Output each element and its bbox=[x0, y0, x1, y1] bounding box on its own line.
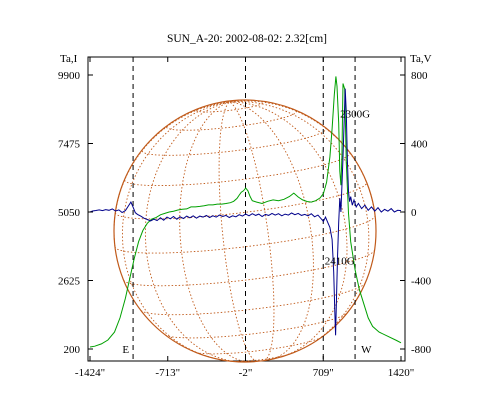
field-annotation: 2300G bbox=[340, 108, 370, 120]
y-right-tick-label: 400 bbox=[411, 139, 428, 151]
solar-disk-limb bbox=[113, 99, 377, 363]
solar-meridian bbox=[122, 101, 230, 360]
solar-parallel bbox=[124, 152, 351, 187]
y-right-tick-label: -800 bbox=[411, 344, 432, 356]
field-annotation: 2410G bbox=[325, 255, 355, 267]
annotations: 2300G 2410G bbox=[325, 108, 370, 267]
y-axis-left-label: Ta,I bbox=[60, 53, 78, 65]
solar-parallel bbox=[195, 336, 322, 355]
y-left-tick-label: 5050 bbox=[58, 207, 81, 219]
solar-parallel bbox=[166, 111, 297, 131]
chart-title: SUN_A-20: 2002-08-02: 2.32[cm] bbox=[167, 33, 327, 45]
solar-parallel bbox=[195, 102, 265, 113]
x-tick-label: -2" bbox=[239, 367, 253, 379]
series-group bbox=[89, 76, 402, 348]
solar-meridian bbox=[229, 101, 314, 360]
limb-label: W bbox=[361, 344, 372, 356]
solar-meridian bbox=[229, 101, 370, 349]
y-axis-right-label: Ta,V bbox=[410, 53, 432, 65]
solar-meridian bbox=[218, 101, 258, 362]
y-left-tick-label: 200 bbox=[64, 344, 81, 356]
series-line-ta-v bbox=[89, 88, 402, 336]
plot-frame bbox=[87, 56, 406, 362]
x-tick-label: -1424" bbox=[75, 367, 105, 379]
x-tick-label: 709" bbox=[313, 367, 334, 379]
axis-ticks: -1424" -713" -2" 709" 1420" 9900 7475 5050 2625 2… bbox=[58, 57, 432, 379]
limb-label: E bbox=[122, 344, 129, 356]
solar-parallel bbox=[114, 215, 376, 254]
y-left-tick-label: 9900 bbox=[58, 70, 81, 82]
solar-meridian bbox=[144, 101, 240, 363]
solar-meridian bbox=[229, 101, 348, 358]
solar-parallel bbox=[141, 128, 327, 156]
y-right-tick-label: 800 bbox=[411, 70, 428, 82]
solar-parallel bbox=[165, 312, 348, 339]
y-right-tick-label: -400 bbox=[411, 276, 432, 288]
solar-meridian bbox=[179, 101, 251, 363]
y-left-tick-label: 7475 bbox=[58, 139, 81, 151]
y-right-tick-label: 0 bbox=[411, 207, 417, 219]
solar-parallel bbox=[230, 353, 291, 362]
solar-meridian bbox=[229, 101, 275, 361]
series-line-ta-i bbox=[89, 76, 402, 348]
solar-meridian bbox=[113, 101, 230, 247]
solar-parallel bbox=[114, 182, 368, 220]
solar-parallel bbox=[140, 283, 366, 316]
solar-disk-grid bbox=[113, 99, 377, 363]
y-left-tick-label: 2625 bbox=[58, 276, 81, 288]
x-tick-label: -713" bbox=[155, 367, 180, 379]
x-tick-label: 1420" bbox=[388, 367, 415, 379]
